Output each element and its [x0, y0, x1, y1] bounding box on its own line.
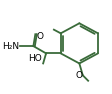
Text: O: O	[36, 32, 43, 41]
Text: HO: HO	[28, 53, 42, 63]
Text: O: O	[75, 71, 82, 80]
Text: H₂N: H₂N	[2, 42, 19, 51]
